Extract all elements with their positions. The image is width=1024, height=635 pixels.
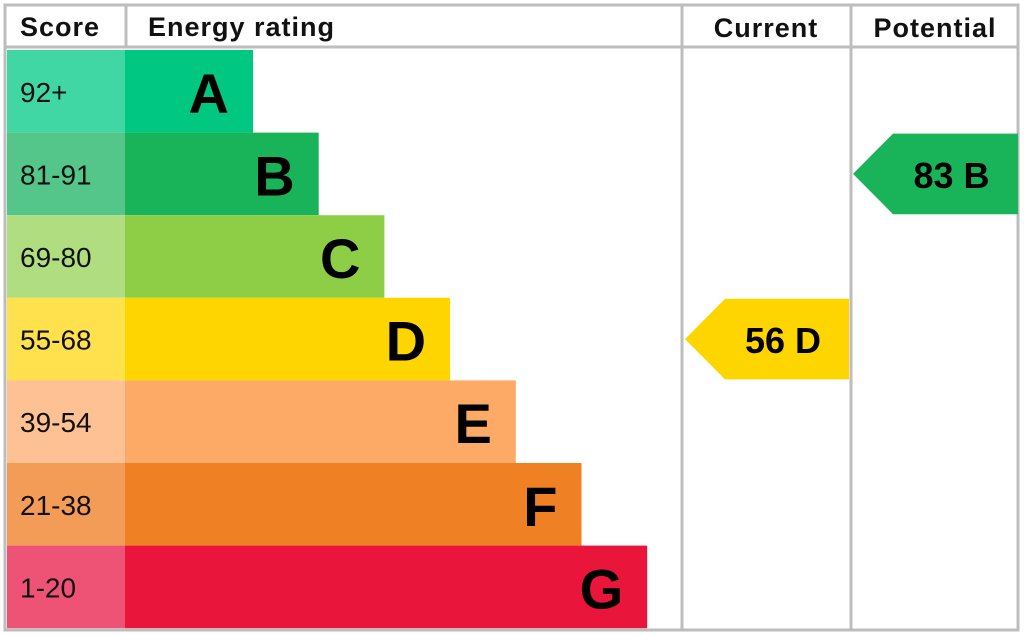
rating-bar — [125, 132, 319, 216]
potential-label: 83 B — [913, 154, 989, 195]
band-letter: E — [454, 392, 491, 455]
score-label: 69-80 — [20, 242, 92, 273]
rating-bar — [125, 545, 648, 629]
score-label: 1-20 — [20, 572, 76, 603]
header-rating: Energy rating — [148, 12, 335, 42]
score-cell — [7, 380, 125, 463]
rating-bar — [125, 297, 451, 381]
score-cell — [7, 545, 125, 629]
rating-bar — [125, 215, 385, 298]
band-letter: D — [386, 310, 426, 373]
potential-arrow — [853, 133, 1018, 215]
rating-bar — [125, 463, 582, 546]
score-cell — [7, 50, 125, 133]
current-label: 56 D — [745, 320, 821, 361]
band-letter: B — [254, 144, 294, 207]
score-cell — [7, 463, 125, 546]
score-cell — [7, 297, 125, 381]
potential-score: 83 — [913, 154, 953, 195]
potential-rating: B — [964, 154, 990, 195]
current-rating: D — [795, 320, 821, 361]
score-label: 39-54 — [20, 407, 92, 438]
score-label: 81-91 — [20, 159, 92, 190]
header-score: Score — [20, 12, 100, 42]
score-cell — [7, 132, 125, 216]
band-letter: G — [580, 557, 624, 620]
current-score: 56 — [745, 320, 785, 361]
band-letter: C — [320, 227, 360, 290]
score-label: 21-38 — [20, 490, 92, 521]
score-cell — [7, 215, 125, 298]
band-letter: A — [189, 62, 229, 125]
rating-bar — [125, 50, 253, 133]
score-label: 92+ — [20, 77, 68, 108]
header-current: Current — [714, 13, 819, 43]
rating-bar — [125, 380, 516, 463]
header-potential: Potential — [873, 13, 996, 43]
current-arrow — [685, 298, 849, 380]
band-letter: F — [523, 475, 557, 538]
score-label: 55-68 — [20, 325, 92, 356]
